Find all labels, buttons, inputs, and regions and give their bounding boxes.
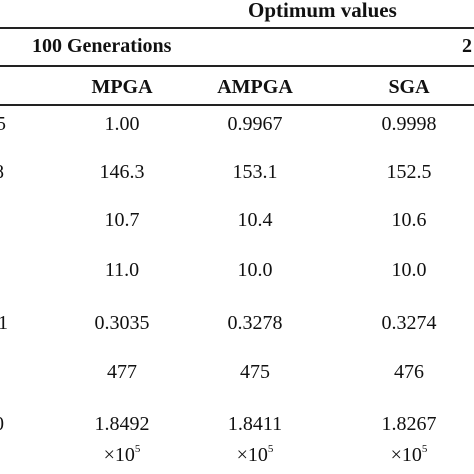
table-cell: 10.0 <box>391 259 427 281</box>
table-cell: 476 <box>394 361 424 383</box>
scale-prefix: ×10 <box>103 444 135 466</box>
table-cell: 10.7 <box>104 209 140 231</box>
table-cell: 10.0 <box>237 259 273 281</box>
row-label: 0 <box>0 413 4 436</box>
row-label: 1 <box>0 312 8 334</box>
table-cell: 0.3278 <box>227 312 283 334</box>
table-cell: 11.0 <box>104 259 140 281</box>
scale-factor: ×105 <box>62 443 182 467</box>
table-cell: 0.3035 <box>94 312 150 334</box>
table-cell: 1.8492 <box>94 413 150 435</box>
scale-factor: ×105 <box>195 443 315 467</box>
scale-exponent: 5 <box>267 443 274 455</box>
column-header-ampga: AMPGA <box>217 76 293 98</box>
group-label-truncated: 2 <box>462 35 472 57</box>
group-rule <box>0 65 474 67</box>
table-cell: 153.1 <box>232 161 278 183</box>
table-title: Optimum values <box>248 0 397 22</box>
scale-prefix: ×10 <box>236 444 268 466</box>
table-cell: 475 <box>240 361 270 383</box>
row-label: 8 <box>0 161 4 184</box>
column-header-mpga: MPGA <box>91 76 153 98</box>
scale-factor: ×105 <box>349 443 469 467</box>
table-cell: 1.8411 <box>227 413 283 435</box>
row-label: 5 <box>0 113 6 135</box>
table-cell: 10.6 <box>391 209 427 231</box>
header-rule <box>0 104 474 106</box>
table-cell: 152.5 <box>386 161 432 183</box>
table-cell: 477 <box>107 361 137 383</box>
table-cell: 1.8267 <box>381 413 437 435</box>
table-cell: 0.9967 <box>227 113 283 135</box>
column-header-sga: SGA <box>388 76 430 98</box>
scale-exponent: 5 <box>421 443 428 455</box>
group-label-100-generations: 100 Generations <box>32 35 172 57</box>
table-cell: 146.3 <box>99 161 145 183</box>
table-cell: 0.3274 <box>381 312 437 334</box>
table-cell: 0.9998 <box>381 113 437 135</box>
table-cell: 1.00 <box>104 113 140 135</box>
table-cell: 10.4 <box>237 209 273 231</box>
scale-prefix: ×10 <box>390 444 422 466</box>
scale-exponent: 5 <box>134 443 141 455</box>
title-rule <box>0 27 474 29</box>
